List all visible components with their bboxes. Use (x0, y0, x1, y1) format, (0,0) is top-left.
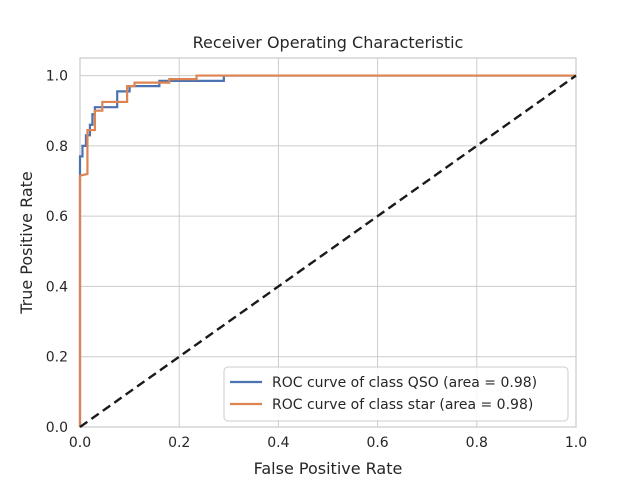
x-tick-label: 0.8 (466, 435, 488, 451)
x-tick-label: 0.0 (69, 435, 91, 451)
x-tick-label: 0.2 (168, 435, 190, 451)
legend-entry-label: ROC curve of class QSO (area = 0.98) (272, 375, 537, 391)
y-axis-label: True Positive Rate (17, 171, 36, 315)
x-axis-label: False Positive Rate (254, 459, 403, 478)
legend: ROC curve of class QSO (area = 0.98) ROC … (223, 366, 569, 422)
chance-diagonal-line (79, 74, 577, 428)
y-tick-label: 0.8 (46, 139, 68, 155)
y-tick-label: 0.6 (46, 209, 68, 225)
chart-title: Receiver Operating Characteristic (193, 33, 464, 52)
y-tick-label: 0.2 (46, 350, 68, 366)
y-tick-label: 0.4 (46, 279, 68, 295)
x-tick-label: 0.6 (366, 435, 388, 451)
legend-box (223, 366, 569, 422)
series-line-1 (78, 74, 576, 427)
series-layer (78, 74, 577, 428)
tick-labels: 0.0 0.2 0.4 0.6 0.8 1.0 0.0 0.2 0.4 0.6 0.8 1.0 (46, 69, 587, 451)
y-tick-label: 1.0 (46, 69, 68, 85)
x-tick-label: 1.0 (565, 435, 587, 451)
legend-entry-label: ROC curve of class star (area = 0.98) (272, 397, 533, 413)
y-tick-label: 0.0 (46, 420, 68, 436)
x-tick-label: 0.4 (267, 435, 289, 451)
